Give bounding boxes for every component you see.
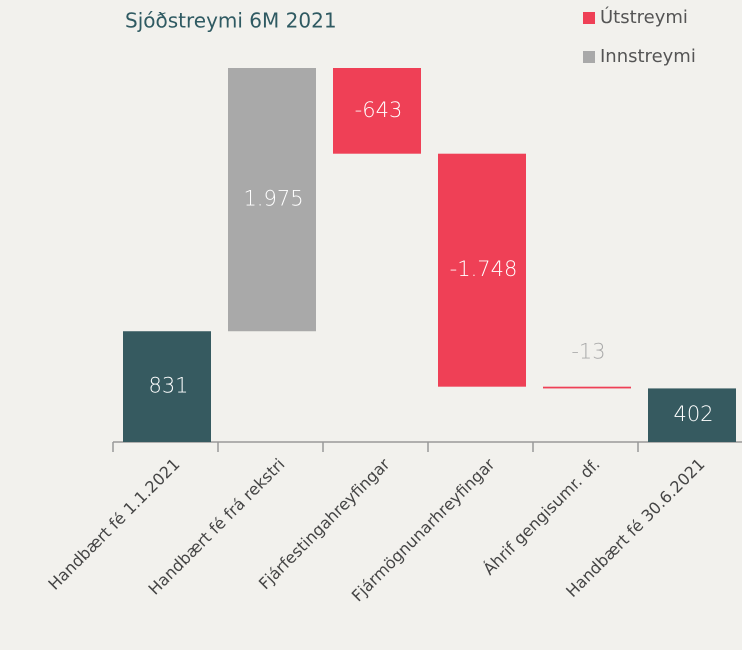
bar	[543, 386, 631, 389]
chart-title: Sjóðstreymi 6M 2021	[125, 9, 337, 33]
bar	[123, 331, 211, 442]
bar	[648, 388, 736, 442]
value-label: 1.975	[243, 187, 303, 211]
bar	[438, 153, 526, 387]
value-label: 831	[148, 374, 188, 398]
x-tick-label: Áhrif gengisumr. df.	[479, 455, 603, 579]
bar	[333, 68, 421, 154]
value-label: -13	[571, 340, 605, 364]
value-label: -1.748	[450, 257, 518, 281]
value-label: -643	[355, 98, 403, 122]
legend-label: Innstreymi	[600, 46, 696, 67]
legend-swatch	[583, 51, 595, 63]
value-label: 402	[673, 402, 713, 426]
legend-swatch	[583, 12, 595, 24]
bar	[228, 68, 316, 332]
legend-label: Útstreymi	[600, 6, 688, 28]
